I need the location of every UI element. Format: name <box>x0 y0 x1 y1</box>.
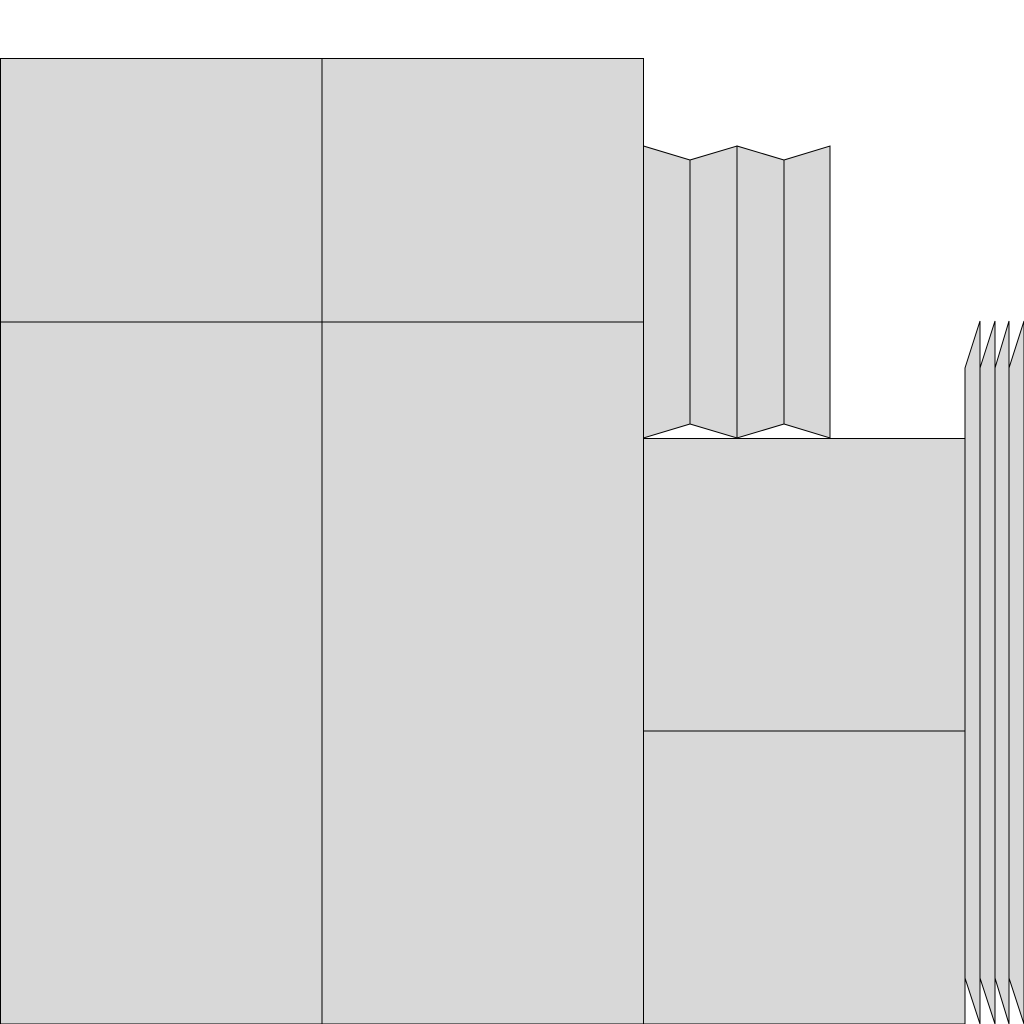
panel-top-middle <box>321 58 644 323</box>
folded-strip <box>736 145 785 439</box>
slanted-strip-group-right <box>964 320 1024 1024</box>
panel-right-upper <box>643 438 966 732</box>
slanted-strip <box>964 320 981 1024</box>
slanted-strip <box>1008 320 1024 1024</box>
slanted-strip <box>994 320 1010 1024</box>
panel-bottom-middle <box>321 321 644 1024</box>
folded-strip <box>689 145 738 439</box>
folded-strip-group-top <box>643 145 831 439</box>
folded-strip <box>783 145 831 439</box>
panel-top-left <box>0 58 323 323</box>
panel-right-lower <box>643 730 966 1024</box>
folded-strip <box>643 145 691 439</box>
slanted-strip <box>979 320 996 1024</box>
large-panels <box>0 58 966 1024</box>
panel-bottom-left <box>0 321 323 1024</box>
